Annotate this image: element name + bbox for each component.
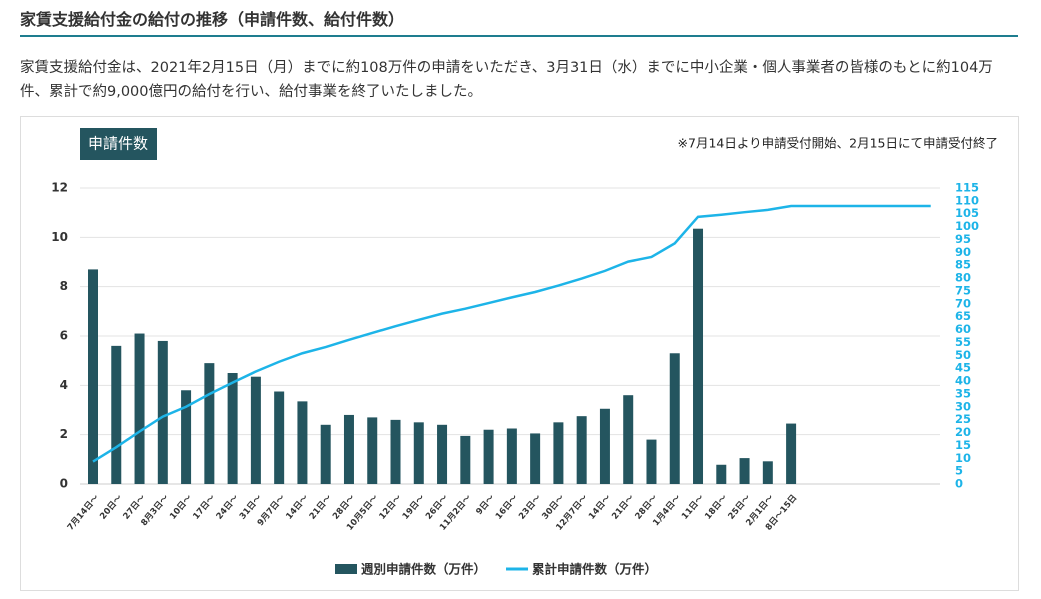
y2-tick-label: 85	[955, 258, 971, 272]
bar	[599, 408, 610, 484]
y2-tick-label: 20	[955, 425, 971, 439]
y2-tick-label: 55	[955, 335, 971, 349]
y2-tick-label: 40	[955, 374, 971, 388]
bar	[181, 390, 192, 484]
bar	[669, 353, 680, 484]
bar	[460, 435, 471, 484]
bar	[786, 423, 797, 484]
chart-box	[20, 116, 1019, 591]
legend-label: 累計申請件数（万件）	[532, 562, 657, 577]
bar	[623, 395, 634, 484]
y2-tick-label: 90	[955, 245, 971, 259]
badge: 申請件数	[88, 135, 148, 153]
y2-tick-label: 30	[955, 399, 971, 413]
y2-tick-label: 60	[955, 322, 971, 336]
x-tick-label: 12日〜	[378, 493, 405, 522]
x-tick-label: 24日〜	[215, 493, 242, 522]
bar	[646, 439, 657, 484]
x-tick-label: 14日〜	[284, 493, 311, 522]
bar	[320, 424, 331, 484]
y-tick-label: 8	[60, 279, 68, 293]
y2-tick-label: 75	[955, 283, 971, 297]
x-tick-label: 16日〜	[494, 493, 521, 522]
description: 家賃支援給付金は、2021年2月15日（月）までに約108万件の申請をいただき、…	[20, 60, 993, 100]
y2-tick-label: 105	[955, 206, 979, 220]
x-tick-label: 21日〜	[308, 493, 335, 522]
note: ※7月14日より申請受付開始、2月15日にて申請受付終了	[678, 136, 998, 151]
heading: 家賃支援給付金の給付の推移（申請件数、給付件数）	[20, 10, 405, 29]
y2-tick-label: 95	[955, 232, 971, 246]
bar	[204, 363, 215, 484]
x-tick-label: 23日〜	[517, 493, 544, 522]
bar	[274, 391, 285, 484]
x-tick-label: 10日〜	[168, 493, 195, 522]
y2-tick-label: 5	[955, 464, 963, 478]
y2-tick-label: 10	[955, 451, 971, 465]
y2-tick-label: 45	[955, 361, 971, 375]
bar	[483, 429, 494, 484]
line	[92, 204, 931, 463]
bar	[297, 401, 308, 484]
bar	[437, 424, 448, 484]
y2-tick-label: 80	[955, 271, 971, 285]
bar	[88, 269, 98, 484]
y2-tick-label: 65	[955, 309, 971, 323]
bar	[367, 417, 378, 484]
bar	[250, 376, 261, 484]
y2-tick-label: 25	[955, 412, 971, 426]
bar	[227, 373, 238, 484]
y2-tick-label: 0	[955, 477, 963, 491]
x-tick-label: 19日〜	[401, 493, 428, 522]
x-tick-label: 17日〜	[191, 493, 218, 522]
bar	[530, 433, 541, 484]
legend-swatch	[335, 564, 357, 574]
bar	[693, 228, 704, 484]
x-tick-label: 20日〜	[98, 493, 125, 522]
bar	[390, 419, 401, 484]
bar	[157, 340, 168, 484]
badge-bg	[80, 128, 157, 160]
y2-tick-label: 115	[955, 181, 979, 195]
y-tick-label: 10	[51, 230, 68, 244]
y-tick-label: 4	[60, 378, 68, 392]
bar	[576, 416, 587, 484]
bar	[716, 464, 727, 484]
heading-rule	[20, 35, 1018, 37]
x-tick-label: 9日〜	[474, 493, 497, 517]
bar	[506, 428, 517, 484]
bar	[739, 458, 750, 484]
y2-tick-label: 35	[955, 386, 971, 400]
x-tick-label: 7月14日〜	[66, 493, 102, 533]
bar	[762, 461, 773, 484]
y2-tick-label: 100	[955, 219, 979, 233]
bar	[343, 414, 354, 484]
y2-tick-label: 70	[955, 296, 971, 310]
bar	[134, 333, 145, 484]
x-tick-label: 11日〜	[680, 493, 707, 522]
y2-tick-label: 15	[955, 438, 971, 452]
legend-label: 週別申請件数（万件）	[361, 562, 486, 577]
y-tick-label: 2	[60, 427, 68, 441]
bar	[553, 422, 564, 484]
y2-tick-label: 110	[955, 193, 979, 207]
x-tick-label: 21日〜	[610, 493, 637, 522]
bar	[413, 422, 424, 484]
x-tick-label: 18日〜	[703, 493, 730, 522]
y-tick-label: 0	[60, 477, 68, 491]
y-tick-label: 12	[51, 181, 68, 195]
y-tick-label: 6	[60, 329, 68, 343]
x-tick-label: 14日〜	[587, 493, 614, 522]
y2-tick-label: 50	[955, 348, 971, 362]
bar	[111, 345, 122, 484]
